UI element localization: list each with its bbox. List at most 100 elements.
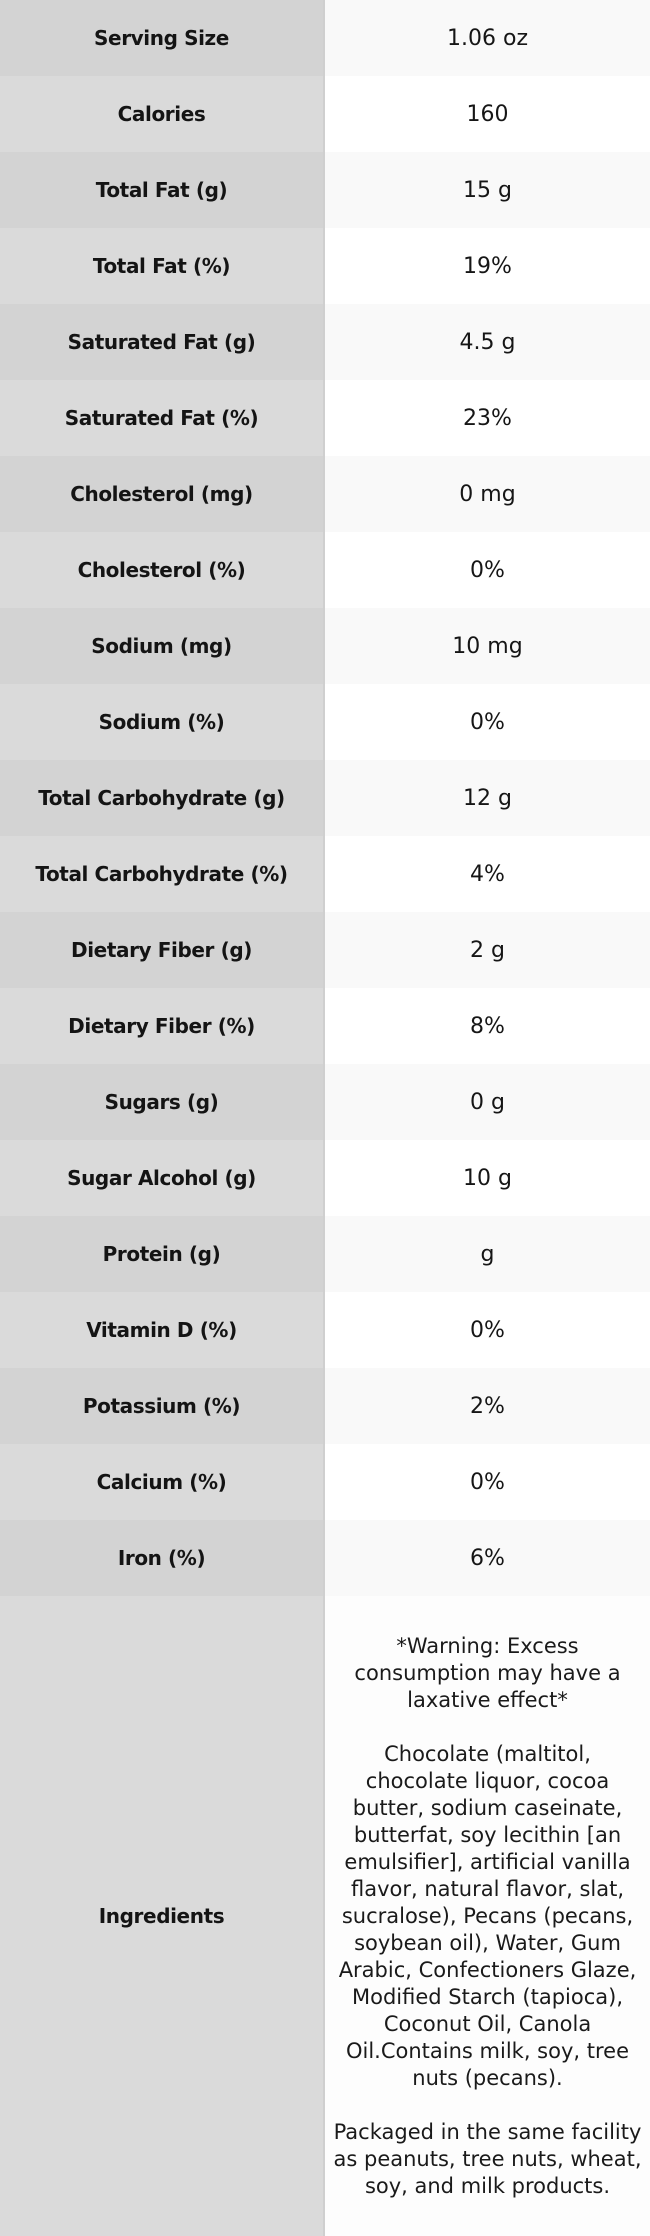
row-value-cell: *Warning: Excess consumption may have a … <box>325 1596 650 2236</box>
table-row: Saturated Fat (%) 23% <box>0 380 650 456</box>
row-value: 0% <box>470 557 505 583</box>
row-value-cell: 0 mg <box>325 456 650 532</box>
row-label: Protein (g) <box>102 1242 221 1266</box>
row-label-cell: Calories <box>0 76 325 152</box>
row-label-cell: Potassium (%) <box>0 1368 325 1444</box>
row-label-cell: Total Fat (%) <box>0 228 325 304</box>
row-label-cell: Iron (%) <box>0 1520 325 1596</box>
ingredients-paragraph: Packaged in the same facility as peanuts… <box>333 2119 642 2198</box>
row-value-cell: 23% <box>325 380 650 456</box>
row-value-cell: g <box>325 1216 650 1292</box>
row-value-cell: 0% <box>325 1444 650 1520</box>
row-label-cell: Ingredients <box>0 1596 325 2236</box>
row-value: 23% <box>463 405 512 431</box>
row-value: 10 g <box>463 1165 512 1191</box>
row-value: 19% <box>463 253 512 279</box>
row-value: 0% <box>470 1469 505 1495</box>
row-value-cell: 4% <box>325 836 650 912</box>
row-value-cell: 2% <box>325 1368 650 1444</box>
table-row: Vitamin D (%) 0% <box>0 1292 650 1368</box>
row-value-cell: 12 g <box>325 760 650 836</box>
row-label: Calories <box>117 102 206 126</box>
row-label: Dietary Fiber (g) <box>71 938 252 962</box>
row-label: Dietary Fiber (%) <box>68 1014 255 1038</box>
row-value: g <box>480 1241 495 1267</box>
row-value: 6% <box>470 1545 505 1571</box>
row-value: 1.06 oz <box>447 25 528 51</box>
row-value-cell: 6% <box>325 1520 650 1596</box>
row-label-cell: Serving Size <box>0 0 325 76</box>
row-label: Cholesterol (mg) <box>70 482 253 506</box>
row-label-cell: Calcium (%) <box>0 1444 325 1520</box>
table-row: Sodium (mg) 10 mg <box>0 608 650 684</box>
row-value-cell: 10 mg <box>325 608 650 684</box>
table-row: Total Carbohydrate (g) 12 g <box>0 760 650 836</box>
table-row: Potassium (%) 2% <box>0 1368 650 1444</box>
row-label: Sodium (mg) <box>91 634 232 658</box>
row-label-cell: Sodium (%) <box>0 684 325 760</box>
row-label-cell: Cholesterol (%) <box>0 532 325 608</box>
row-label: Sugar Alcohol (g) <box>67 1166 256 1190</box>
row-label-cell: Cholesterol (mg) <box>0 456 325 532</box>
row-label: Total Fat (g) <box>95 178 228 202</box>
row-value-cell: 4.5 g <box>325 304 650 380</box>
row-value-cell: 19% <box>325 228 650 304</box>
row-label: Calcium (%) <box>96 1470 227 1494</box>
table-row: Calories 160 <box>0 76 650 152</box>
row-value-cell: 160 <box>325 76 650 152</box>
row-label: Ingredients <box>98 1904 225 1928</box>
ingredients-paragraph: *Warning: Excess consumption may have a … <box>354 1633 621 1712</box>
row-value: 0% <box>470 709 505 735</box>
row-label: Sodium (%) <box>98 710 225 734</box>
row-value: 10 mg <box>452 633 523 659</box>
row-label: Saturated Fat (%) <box>64 406 259 430</box>
row-label-cell: Sugars (g) <box>0 1064 325 1140</box>
row-label: Vitamin D (%) <box>86 1318 237 1342</box>
row-label: Potassium (%) <box>82 1394 241 1418</box>
row-value: 0 mg <box>459 481 516 507</box>
table-row: Sugar Alcohol (g) 10 g <box>0 1140 650 1216</box>
row-label-cell: Saturated Fat (g) <box>0 304 325 380</box>
row-value: 160 <box>466 101 509 127</box>
ingredients-paragraph: Chocolate (maltitol, chocolate liquor, c… <box>338 1741 637 2090</box>
row-value: 2% <box>470 1393 505 1419</box>
row-label-cell: Total Carbohydrate (%) <box>0 836 325 912</box>
row-label-cell: Dietary Fiber (%) <box>0 988 325 1064</box>
row-label-cell: Total Fat (g) <box>0 152 325 228</box>
row-label: Cholesterol (%) <box>77 558 246 582</box>
table-row: Cholesterol (mg) 0 mg <box>0 456 650 532</box>
row-label-cell: Dietary Fiber (g) <box>0 912 325 988</box>
table-row: Total Fat (%) 19% <box>0 228 650 304</box>
table-row: Total Fat (g) 15 g <box>0 152 650 228</box>
row-label: Iron (%) <box>117 1546 206 1570</box>
row-value-cell: 10 g <box>325 1140 650 1216</box>
row-label: Total Fat (%) <box>92 254 231 278</box>
row-value-cell: 15 g <box>325 152 650 228</box>
row-value: 4% <box>470 861 505 887</box>
table-row: Sodium (%) 0% <box>0 684 650 760</box>
row-value: 0% <box>470 1317 505 1343</box>
row-label-cell: Protein (g) <box>0 1216 325 1292</box>
row-label: Serving Size <box>94 26 229 50</box>
row-value-cell: 0% <box>325 1292 650 1368</box>
table-row: Total Carbohydrate (%) 4% <box>0 836 650 912</box>
table-row: Protein (g) g <box>0 1216 650 1292</box>
row-value: 2 g <box>470 937 505 963</box>
table-row: Dietary Fiber (%) 8% <box>0 988 650 1064</box>
table-row: Sugars (g) 0 g <box>0 1064 650 1140</box>
row-value: 12 g <box>463 785 512 811</box>
row-label: Saturated Fat (g) <box>67 330 256 354</box>
row-label-cell: Sodium (mg) <box>0 608 325 684</box>
row-value-cell: 2 g <box>325 912 650 988</box>
row-label: Total Carbohydrate (g) <box>38 786 285 810</box>
table-row: Saturated Fat (g) 4.5 g <box>0 304 650 380</box>
row-label: Sugars (g) <box>104 1090 219 1114</box>
row-label-cell: Sugar Alcohol (g) <box>0 1140 325 1216</box>
row-value: 0 g <box>470 1089 505 1115</box>
table-row: Ingredients *Warning: Excess consumption… <box>0 1596 650 2236</box>
row-label-cell: Total Carbohydrate (g) <box>0 760 325 836</box>
row-value-cell: 1.06 oz <box>325 0 650 76</box>
row-value-cell: 0% <box>325 532 650 608</box>
row-value-cell: 0 g <box>325 1064 650 1140</box>
row-value: 4.5 g <box>459 329 516 355</box>
